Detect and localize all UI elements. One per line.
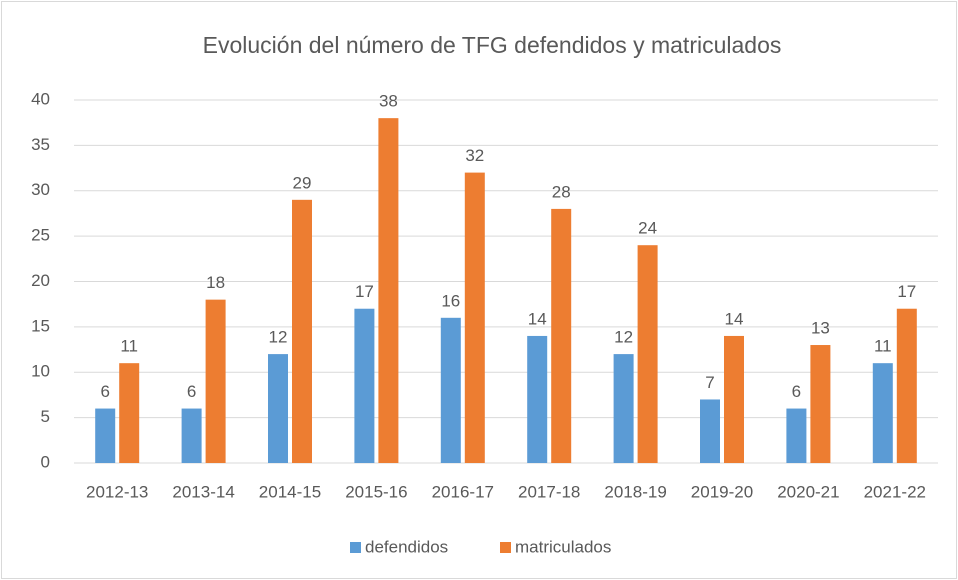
bar	[896, 308, 917, 463]
y-tick-label: 40	[31, 89, 50, 108]
data-label: 24	[638, 219, 657, 238]
bar	[95, 408, 116, 463]
bar	[637, 245, 658, 463]
y-tick-label: 0	[41, 452, 50, 471]
data-label: 16	[441, 291, 460, 310]
data-label: 17	[897, 282, 916, 301]
y-tick-label: 5	[41, 407, 50, 426]
bar	[700, 399, 720, 463]
bar	[181, 408, 202, 463]
data-label: 32	[465, 146, 484, 165]
bar	[551, 208, 572, 463]
y-tick-label: 20	[31, 271, 50, 290]
bar	[440, 317, 461, 463]
data-label: 29	[293, 173, 312, 192]
data-label: 28	[552, 182, 571, 201]
y-tick-label: 35	[31, 135, 50, 154]
x-tick-label: 2016-17	[432, 482, 494, 501]
bar	[464, 172, 485, 463]
bar	[378, 118, 399, 464]
bar	[268, 354, 288, 463]
bar	[354, 308, 375, 463]
x-tick-label: 2015-16	[345, 482, 407, 501]
data-label: 14	[725, 309, 744, 328]
x-tick-label: 2021-22	[864, 482, 926, 501]
x-tick-label: 2012-13	[86, 482, 148, 501]
x-tick-label: 2013-14	[172, 482, 234, 501]
bar	[205, 299, 226, 463]
data-label: 6	[100, 382, 109, 401]
bar	[527, 335, 548, 463]
x-tick-label: 2020-21	[777, 482, 839, 501]
data-label: 11	[874, 337, 892, 356]
bar	[724, 335, 744, 463]
legend-swatch	[350, 542, 361, 553]
y-tick-label: 10	[31, 362, 50, 381]
bar	[613, 354, 634, 463]
legend-label: defendidos	[365, 537, 448, 556]
legend-swatch	[500, 542, 511, 553]
bar	[786, 408, 807, 463]
y-tick-label: 25	[31, 226, 50, 245]
data-label: 38	[379, 92, 398, 111]
legend-label: matriculados	[515, 537, 611, 556]
x-tick-label: 2019-20	[691, 482, 753, 501]
x-tick-label: 2017-18	[518, 482, 580, 501]
bar	[292, 199, 312, 463]
data-label: 12	[269, 328, 288, 347]
x-tick-label: 2014-15	[259, 482, 321, 501]
data-label: 11	[120, 337, 138, 356]
data-label: 7	[705, 373, 714, 392]
data-label: 17	[355, 282, 374, 301]
data-label: 14	[528, 309, 547, 328]
data-label: 18	[206, 273, 225, 292]
bar	[872, 363, 893, 463]
bar	[810, 345, 831, 463]
y-tick-label: 30	[31, 180, 50, 199]
data-label: 13	[811, 319, 830, 338]
data-label: 6	[187, 382, 196, 401]
data-label: 12	[614, 328, 633, 347]
bar	[119, 363, 140, 463]
x-tick-label: 2018-19	[604, 482, 666, 501]
data-label: 6	[792, 382, 801, 401]
y-tick-label: 15	[31, 316, 50, 335]
chart-title: Evolución del número de TFG defendidos y…	[203, 32, 782, 58]
